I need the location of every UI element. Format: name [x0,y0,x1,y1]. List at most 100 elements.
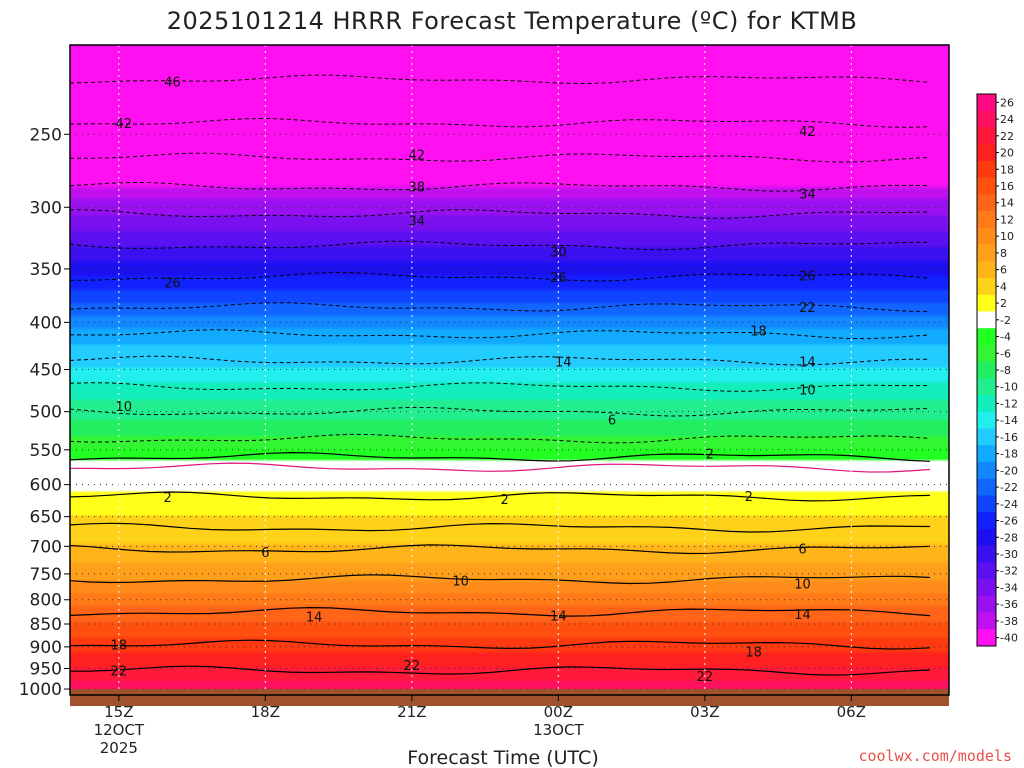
contour-label: 2 [745,490,753,505]
colorbar-swatch [977,160,996,179]
colorbar-swatch [977,278,996,296]
isotherm-line [70,606,931,617]
contour-label: 14 [799,355,816,370]
contour-label: 22 [111,665,128,680]
contour-label: 2 [164,491,172,506]
x-tick-label: 00Z [544,703,573,721]
colorbar-tick-label: -14 [1000,414,1018,427]
contour-label: 26 [164,276,181,291]
colorbar-tick-label: 24 [1000,113,1014,126]
contour-label: 34 [408,214,425,229]
isotherm-line [70,302,931,312]
x-tick-label: 15Z [104,703,133,721]
colorbar-swatch [977,294,996,312]
colorbar-swatch [977,562,996,580]
y-tick-label: 1000 [19,680,62,700]
x-year-label: 2025 [100,739,138,757]
contour-label: 38 [408,181,425,196]
isotherm-line [70,451,931,462]
isotherm-line [70,209,931,219]
colorbar-swatch [977,629,996,647]
colorbar-tick-label: -20 [1000,464,1018,477]
colorbar-tick-label: -12 [1000,397,1018,410]
colorbar-swatch [977,445,996,463]
x-date-label: 12OCT [94,721,145,739]
contour-label: 46 [164,75,181,90]
isotherm-line [70,382,931,392]
colorbar-swatch [977,462,996,480]
credit-text: coolwx.com/models [858,747,1012,765]
isotherm-line [70,74,931,85]
isotherm-line [70,406,931,417]
temperature-fill [70,45,949,695]
colorbar: 26 24 22 20 18 16 14 12 10 8 6 4 2 -2 -4 -6 -8 -10 -12 -14 -… [976,93,1018,647]
colorbar-tick-label: -38 [1000,615,1018,628]
contour-label: 26 [799,270,816,285]
isotherm-line [70,152,931,163]
colorbar-tick-label: 6 [1000,264,1007,277]
colorbar-tick-label: -30 [1000,548,1018,561]
colorbar-tick-label: -22 [1000,481,1018,494]
y-tick-label: 850 [30,615,62,635]
isotherm-line [70,665,931,676]
colorbar-tick-label: 12 [1000,213,1014,226]
colorbar-tick-label: -26 [1000,515,1018,528]
contour-label: 18 [750,324,767,339]
colorbar-swatch [977,211,996,229]
x-tick-label: 21Z [397,703,426,721]
contour-label: 6 [608,414,616,429]
colorbar-swatch [977,110,996,128]
y-tick-label: 250 [30,125,62,145]
colorbar-tick-label: 14 [1000,197,1014,210]
colorbar-tick-label: -16 [1000,431,1018,444]
contour-label: 10 [452,574,469,589]
contour-label: 30 [550,245,567,260]
isotherm-line [70,329,931,340]
contour-label: 22 [799,301,816,316]
isotherm-line [70,491,931,502]
colorbar-swatch [977,328,996,346]
x-axis-label: Forecast Time (UTC) [407,747,598,768]
contour-label: 22 [404,659,421,674]
colorbar-swatch [977,411,996,430]
contour-label: 22 [697,670,714,685]
y-tick-label: 450 [30,361,62,381]
contour-label: 34 [799,188,816,203]
colorbar-tick-label: 4 [1000,280,1007,293]
contour-label: 18 [111,639,128,654]
colorbar-tick-label: -2 [1000,314,1011,327]
y-tick-label: 800 [30,591,62,611]
colorbar-tick-label: 10 [1000,230,1014,243]
isotherm-line [70,522,931,533]
isotherm-line [70,639,931,650]
colorbar-swatch [977,344,996,363]
isotherm-line [70,544,931,555]
y-tick-label: 700 [30,537,62,557]
colorbar-tick-label: 22 [1000,130,1014,143]
y-tick-label: 350 [30,260,62,280]
colorbar-tick-label: 20 [1000,147,1014,160]
colorbar-tick-label: -8 [1000,364,1011,377]
colorbar-tick-label: -18 [1000,448,1018,461]
x-date-label: 13OCT [533,721,584,739]
x-tick-label: 06Z [837,703,866,721]
colorbar-tick-label: -32 [1000,565,1018,578]
colorbar-tick-label: 26 [1000,96,1014,109]
contour-label: 6 [261,546,269,561]
isotherm-line [70,355,930,366]
y-axis: 250 300 350 400 450 500 550 600 650 700 750 800 850 9… [19,125,70,700]
isotherm-line [70,240,930,251]
contour-label: 14 [794,608,811,623]
colorbar-swatch [977,194,996,212]
colorbar-swatch [977,361,996,379]
isotherm-line [70,462,931,473]
colorbar-tick-label: -10 [1000,381,1018,394]
colorbar-swatch [977,177,996,195]
colorbar-swatch [977,94,996,112]
isotherm-line [70,271,931,282]
colorbar-tick-label: -40 [1000,632,1018,645]
colorbar-swatch [977,144,996,162]
